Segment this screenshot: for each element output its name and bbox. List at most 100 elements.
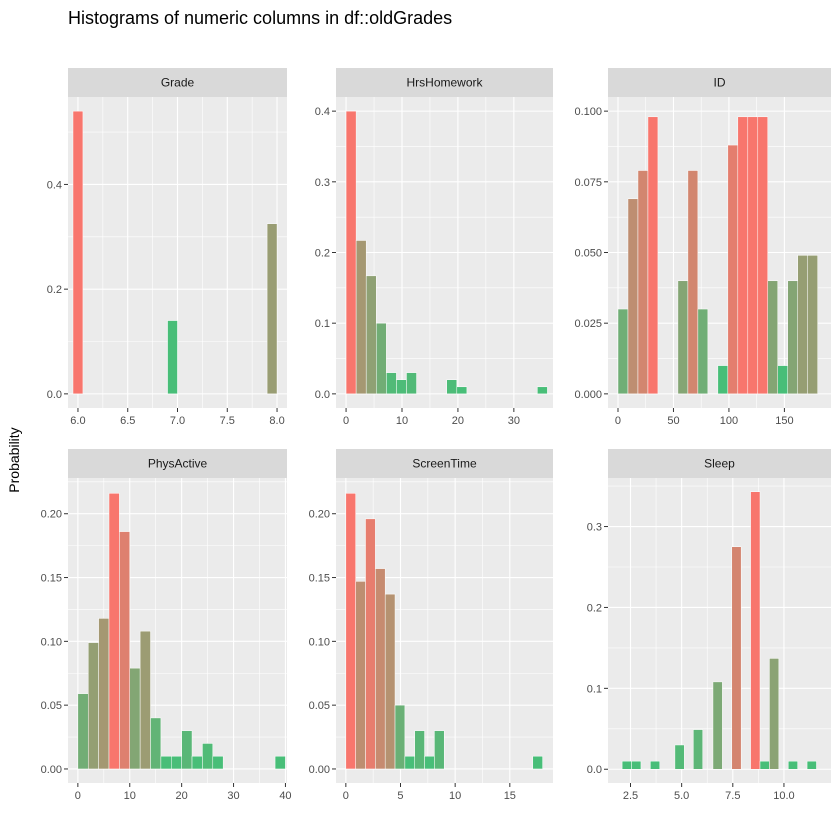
y-tick-label: 0.0 [315,389,330,401]
facet-strip [608,68,831,97]
x-tick-label: 20 [452,415,464,427]
x-tick-label: 100 [720,415,738,427]
histogram-bar [119,531,131,770]
x-tick-label: 7.0 [170,415,185,427]
histogram-bar [787,760,798,770]
facet-strip [608,449,831,478]
histogram-bar [87,642,99,770]
facet-strip [68,449,287,478]
x-tick-label: 20 [176,790,188,802]
y-tick-label: 0.10 [41,636,62,648]
histogram-bar [674,744,685,770]
histogram-bar [72,110,84,395]
x-tick-label: 5.0 [674,790,689,802]
histogram-bar [108,493,120,770]
histogram-bar [737,116,749,395]
histogram-bar [191,755,203,770]
y-tick-label: 0.4 [315,106,330,118]
histogram-bar [759,760,770,770]
histogram-bar [355,581,366,770]
histogram-bar [396,379,407,395]
y-tick-label: 0.100 [574,106,602,118]
y-tick-label: 0.15 [309,573,330,585]
y-tick-label: 0.075 [574,177,602,189]
histogram-bar [171,755,182,770]
histogram-bar [637,170,649,395]
x-tick-label: 6.5 [120,415,135,427]
histogram-bar [181,730,193,770]
histogram-bar [647,116,659,395]
y-tick-label: 0.2 [315,248,330,260]
histogram-bar [787,280,798,395]
facet-strip-label: ScreenTime [412,457,477,471]
y-tick-label: 0.050 [574,248,602,260]
facet-strip-label: Sleep [704,457,735,471]
facet-panel-screentime: ScreenTime 0 5 10 15 0.00 0.05 0.10 0.15 0.20 [309,449,553,802]
histogram-bar [376,322,387,395]
x-tick-label: 0 [75,790,81,802]
histogram-bar [129,667,141,770]
histogram-bar [274,755,286,770]
x-tick-label: 5 [397,790,403,802]
y-tick-label: 0.05 [309,700,330,712]
histogram-bar [150,717,162,770]
x-tick-label: 8.0 [269,415,284,427]
histogram-bar [406,372,417,395]
histogram-bar [345,110,357,395]
facet-panel-id: ID 0 50 100 150 0.000 0.025 0.050 0.075 0.100 [574,68,831,427]
histogram-bar [677,280,689,395]
facet-panel-physactive: PhysActive 0 10 20 30 40 0.00 0.05 0.10 0.15 0.20 [41,449,292,802]
chart-title: Histograms of numeric columns in df::old… [68,8,453,28]
x-tick-label: 7.5 [725,790,740,802]
facet-strip [68,68,287,97]
y-tick-label: 0.00 [309,764,330,776]
histogram-bar [717,365,729,395]
x-tick-label: 7.5 [220,415,235,427]
facet-strip-label: HrsHomework [406,76,483,90]
histogram-bar [727,144,739,395]
x-tick-label: 0 [615,415,621,427]
histogram-bar [806,760,817,770]
histogram-bar [769,658,780,770]
x-tick-label: 50 [667,415,679,427]
x-tick-label: 150 [775,415,793,427]
facet-panel-hrshomework: HrsHomework 0 10 20 30 0.0 0.1 0.2 0.3 0.4 [315,68,553,427]
histogram-bar [797,255,808,395]
histogram-bar [750,491,761,770]
x-tick-label: 0 [343,790,349,802]
facet-panel-sleep: Sleep 2.5 5.0 7.5 10.0 0.0 0.1 0.2 0.3 [587,449,831,802]
facet-strip [336,449,553,478]
y-tick-label: 0.0 [587,764,602,776]
histogram-bar [98,618,110,770]
histogram-bar [757,116,769,395]
y-tick-label: 0.2 [587,602,602,614]
y-tick-label: 0.00 [41,764,62,776]
histogram-bar [394,704,406,770]
x-tick-label: 40 [279,790,291,802]
histogram-bar [627,198,639,395]
histogram-bar [365,518,376,770]
x-tick-label: 6.0 [70,415,85,427]
y-tick-label: 0.025 [574,318,602,330]
histogram-bar [212,755,224,770]
histogram-bar [434,730,445,770]
histogram-bar [697,308,709,395]
histogram-bar [617,308,629,395]
facet-panel-grade: Grade 6.0 6.5 7.0 7.5 8.0 0.0 0.2 0.4 [47,68,287,427]
histogram-bar [631,760,642,770]
histogram-bar [404,755,415,770]
histogram-bar [532,755,543,770]
histogram-bar [167,320,178,395]
x-tick-label: 30 [508,415,520,427]
x-tick-label: 2.5 [623,790,638,802]
y-tick-label: 0.1 [315,318,330,330]
y-tick-label: 0.000 [574,389,602,401]
histogram-bar [693,729,703,770]
y-tick-label: 0.3 [315,177,330,189]
histogram-bar [446,379,458,395]
histogram-bar [139,630,151,770]
histogram-bar [687,170,699,395]
y-tick-label: 0.2 [47,284,62,296]
y-tick-label: 0.20 [309,509,330,521]
